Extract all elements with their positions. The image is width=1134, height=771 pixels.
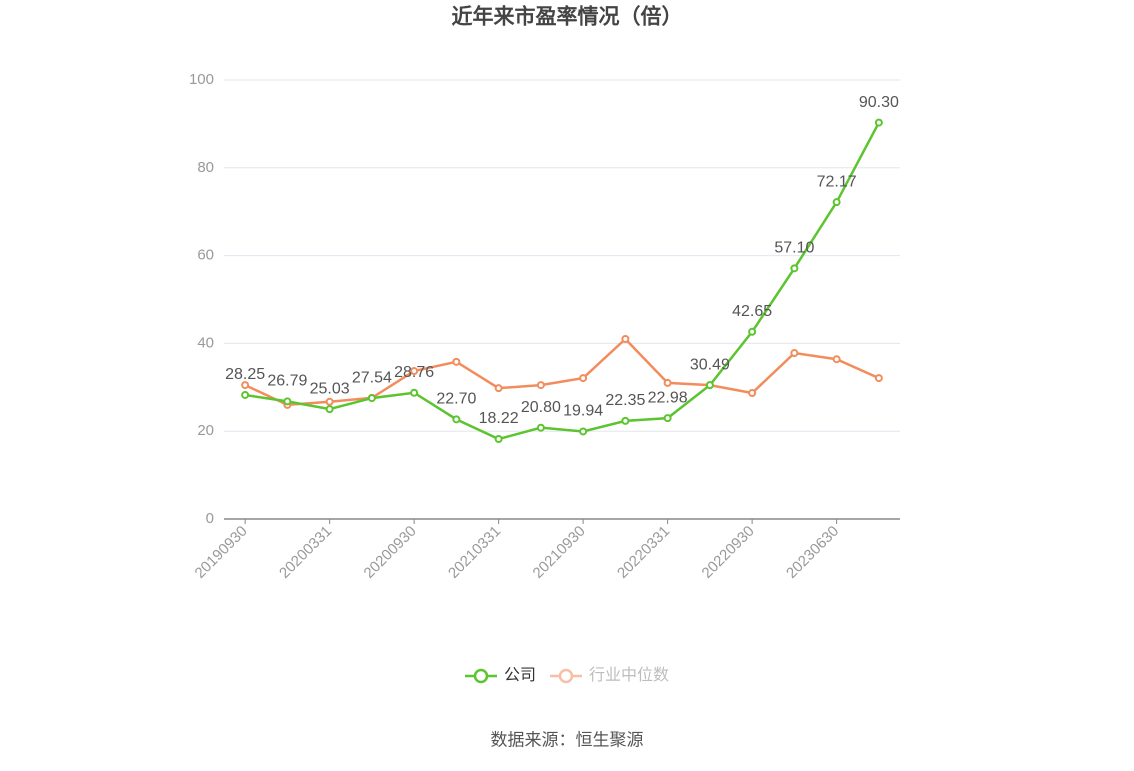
y-tick-label: 60 (197, 247, 214, 264)
series-line (244, 337, 880, 407)
data-point (367, 394, 376, 403)
data-point (283, 397, 292, 406)
data-point (790, 349, 799, 358)
data-label: 30.49 (690, 356, 730, 373)
data-point (874, 118, 883, 127)
data-label: 20.80 (521, 399, 561, 416)
y-tick-label: 0 (206, 510, 214, 527)
series-line (244, 121, 880, 441)
data-label: 26.79 (267, 373, 307, 390)
data-label: 18.22 (479, 410, 519, 427)
data-point (410, 388, 419, 397)
legend-label: 行业中位数 (589, 666, 669, 684)
data-point (621, 335, 630, 344)
data-point (579, 374, 588, 383)
data-point (832, 198, 841, 207)
x-tick-label: 20210930 (530, 523, 589, 582)
data-label: 25.03 (310, 380, 350, 397)
data-label: 19.94 (563, 403, 603, 420)
data-point (832, 355, 841, 364)
data-point (494, 384, 503, 393)
data-point (663, 414, 672, 423)
x-tick-label: 20220331 (614, 523, 673, 582)
data-label: 22.98 (648, 389, 688, 406)
data-point (536, 423, 545, 432)
data-label: 27.54 (352, 369, 392, 386)
chart-title: 近年来市盈率情况（倍） (452, 5, 683, 29)
data-point (621, 416, 630, 425)
data-point (748, 327, 757, 336)
data-label: 57.10 (774, 240, 814, 257)
data-point (241, 390, 250, 399)
x-tick-label: 20220930 (699, 523, 758, 582)
data-point (663, 378, 672, 387)
x-tick-label: 20200331 (276, 523, 335, 582)
data-point (241, 381, 250, 390)
y-tick-label: 40 (197, 334, 214, 351)
y-tick-label: 80 (197, 159, 214, 176)
data-label: 22.70 (436, 391, 476, 408)
data-label: 28.76 (394, 364, 434, 381)
data-point (790, 264, 799, 273)
legend-item: 公司 (465, 667, 536, 684)
data-point (452, 415, 461, 424)
data-label: 72.17 (817, 173, 857, 190)
data-label: 28.25 (225, 366, 265, 383)
data-point (325, 405, 334, 414)
data-point (579, 427, 588, 436)
data-point (536, 381, 545, 390)
source-note: 数据来源：恒生聚源 (491, 730, 644, 749)
data-point (494, 435, 503, 444)
x-tick-label: 20230630 (783, 523, 842, 582)
legend-marker (558, 668, 574, 684)
data-label: 22.35 (605, 392, 645, 409)
data-point (705, 381, 714, 390)
legend-marker (473, 668, 489, 684)
legend-item: 行业中位数 (550, 666, 669, 684)
y-tick-label: 20 (197, 422, 214, 439)
x-tick-label: 20210331 (445, 523, 504, 582)
data-point (748, 389, 757, 398)
x-tick-label: 20200930 (361, 523, 420, 582)
legend-label: 公司 (504, 667, 536, 684)
y-tick-label: 100 (189, 71, 214, 88)
data-point (452, 357, 461, 366)
data-label: 90.30 (859, 94, 899, 111)
x-tick-label: 20190930 (192, 523, 251, 582)
data-point (874, 374, 883, 383)
data-label: 42.65 (732, 303, 772, 320)
data-point (325, 397, 334, 406)
data-point (410, 367, 419, 376)
